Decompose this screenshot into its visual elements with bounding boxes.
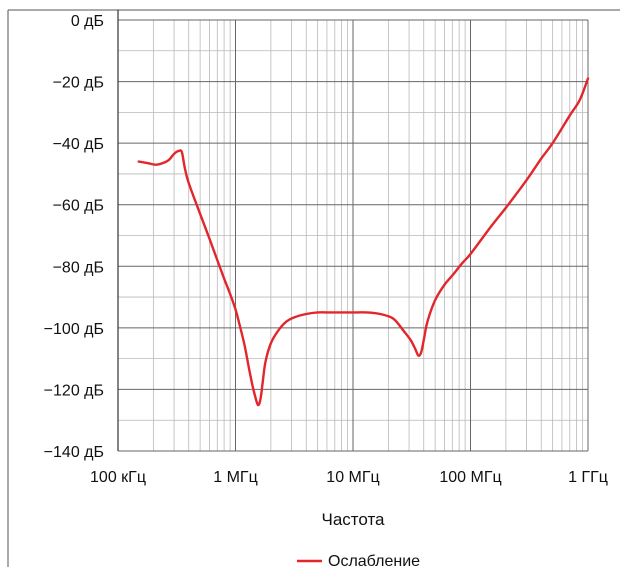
x-axis-title: Частота [321, 510, 385, 529]
series-lines [137, 77, 590, 407]
y-tick-label: −120 дБ [44, 382, 104, 399]
major-grid-y [118, 19, 588, 452]
y-tick-labels: 0 дБ −20 дБ −40 дБ −60 дБ −80 дБ −100 дБ −120 … [44, 13, 104, 461]
x-tick-label: 100 кГц [90, 469, 146, 486]
y-tick-label: −100 дБ [44, 321, 104, 338]
x-tick-labels: 100 кГц 1 МГц 10 МГц 100 МГц 1 ГГц [90, 469, 608, 486]
plot-frame [7, 9, 620, 567]
y-tick-label: −40 дБ [53, 136, 104, 153]
x-tick-label: 100 МГц [439, 469, 501, 486]
x-tick-label: 1 ГГц [568, 469, 608, 486]
series-line-attenuation [137, 77, 590, 407]
y-tick-label: −60 дБ [53, 198, 104, 215]
y-tick-label: −80 дБ [53, 259, 104, 276]
y-tick-label: −140 дБ [44, 444, 104, 461]
legend: Ослабление [297, 553, 420, 567]
x-tick-label: 10 МГц [326, 469, 379, 486]
legend-label: Ослабление [328, 553, 420, 567]
x-tick-label: 1 МГц [213, 469, 258, 486]
y-tick-label: −20 дБ [53, 75, 104, 92]
y-tick-label: 0 дБ [71, 13, 104, 30]
